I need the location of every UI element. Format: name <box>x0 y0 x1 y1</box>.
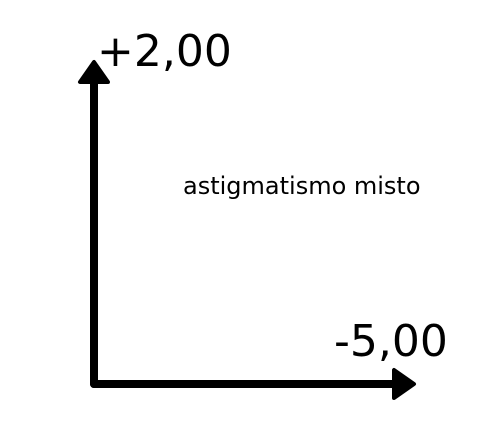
y-axis-value-label: +2,00 <box>97 26 232 77</box>
vertical-axis-arrowhead <box>78 60 110 84</box>
region-label: astigmatismo misto <box>183 172 421 200</box>
x-axis-value-label: -5,00 <box>334 316 448 367</box>
horizontal-axis-arrowhead <box>392 368 416 400</box>
